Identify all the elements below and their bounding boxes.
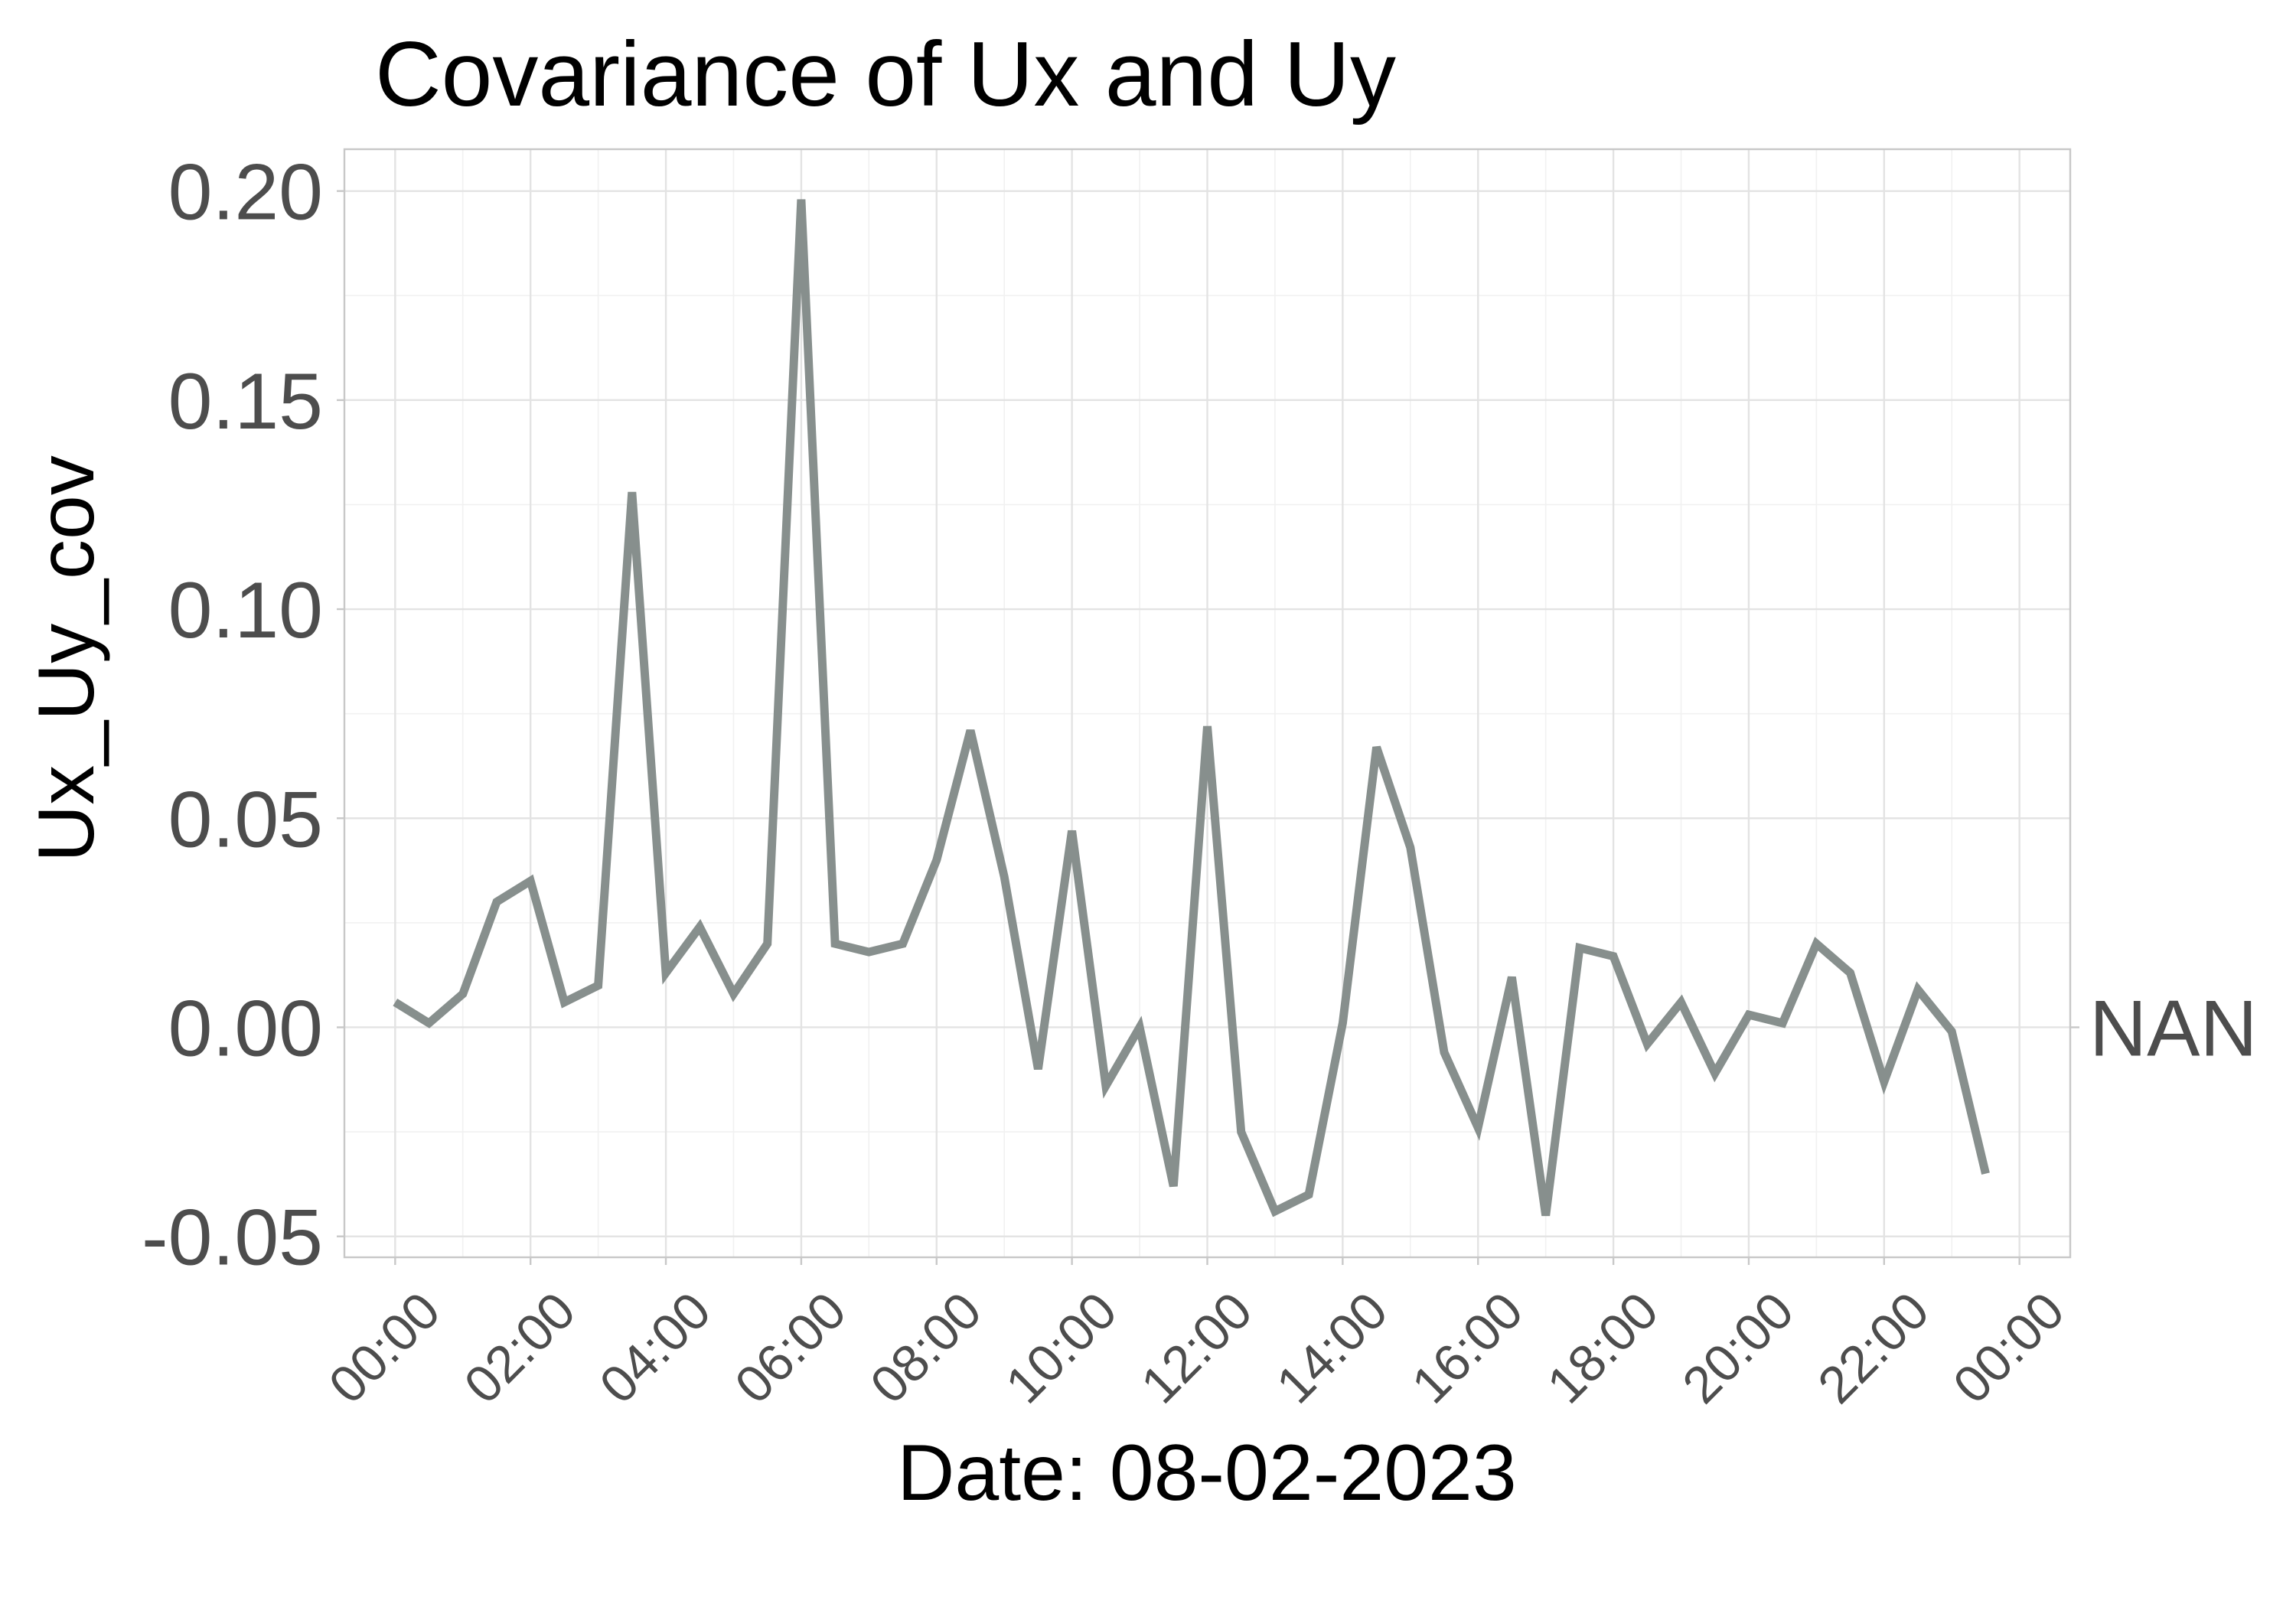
x-tick-label: 10:00 — [995, 1281, 1128, 1414]
y-tick-label: -0.05 — [142, 1194, 323, 1283]
x-tick-label: 02:00 — [453, 1281, 586, 1414]
y-tick-label: 0.15 — [168, 357, 323, 446]
series-layer — [393, 199, 1990, 1217]
x-tick-label: 22:00 — [1807, 1281, 1940, 1414]
chart-title: Covariance of Ux and Uy — [375, 23, 1396, 125]
y-tick-label: 0.00 — [168, 984, 323, 1073]
x-tick-label: 06:00 — [724, 1281, 857, 1414]
x-tick-label: 00:00 — [318, 1281, 451, 1414]
x-tick-label: 18:00 — [1536, 1281, 1669, 1414]
x-tick-label: 14:00 — [1265, 1281, 1398, 1414]
y-tick-label: 0.05 — [168, 775, 323, 864]
grid — [344, 149, 2070, 1257]
y-tick-label: 0.20 — [168, 148, 323, 237]
x-tick-label: 00:00 — [1942, 1281, 2076, 1414]
y-axis-title: Ux_Uy_cov — [22, 455, 111, 862]
x-tick-label: 16:00 — [1401, 1281, 1534, 1414]
x-tick-label: 04:00 — [589, 1281, 722, 1414]
x-axis-title: Date: 08-02-2023 — [897, 1429, 1516, 1517]
x-tick-label: 08:00 — [859, 1281, 993, 1414]
y-tick-label: 0.10 — [168, 566, 323, 655]
x-tick-label: 20:00 — [1671, 1281, 1805, 1414]
series-line — [393, 199, 1990, 1217]
x-tick-label: 12:00 — [1130, 1281, 1264, 1414]
nan-annotation: NAN — [2089, 984, 2258, 1073]
